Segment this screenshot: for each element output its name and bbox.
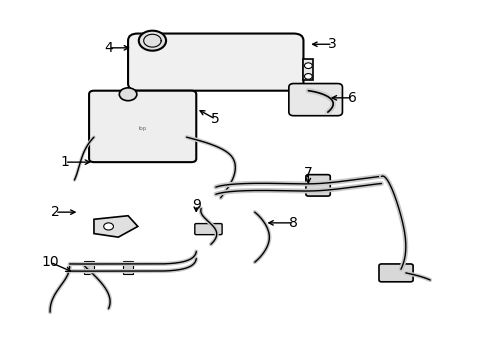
- FancyBboxPatch shape: [379, 264, 413, 282]
- Circle shape: [139, 31, 166, 51]
- FancyBboxPatch shape: [289, 84, 343, 116]
- FancyBboxPatch shape: [128, 33, 303, 91]
- FancyBboxPatch shape: [122, 261, 133, 274]
- Text: 7: 7: [304, 166, 313, 180]
- Text: 9: 9: [192, 198, 201, 212]
- FancyBboxPatch shape: [84, 261, 95, 274]
- Polygon shape: [94, 216, 138, 237]
- Text: 5: 5: [211, 112, 220, 126]
- FancyBboxPatch shape: [89, 91, 196, 162]
- Circle shape: [304, 73, 312, 79]
- Text: lop: lop: [139, 126, 147, 131]
- Text: 3: 3: [328, 37, 337, 51]
- Circle shape: [304, 63, 312, 68]
- Circle shape: [104, 223, 114, 230]
- Polygon shape: [303, 59, 313, 80]
- Text: 6: 6: [348, 91, 357, 105]
- Text: 1: 1: [60, 155, 69, 169]
- Circle shape: [119, 88, 137, 101]
- FancyBboxPatch shape: [306, 175, 330, 196]
- FancyBboxPatch shape: [195, 224, 222, 235]
- Text: 4: 4: [104, 41, 113, 55]
- Text: 2: 2: [50, 205, 59, 219]
- Text: 10: 10: [41, 255, 59, 269]
- Text: 8: 8: [289, 216, 298, 230]
